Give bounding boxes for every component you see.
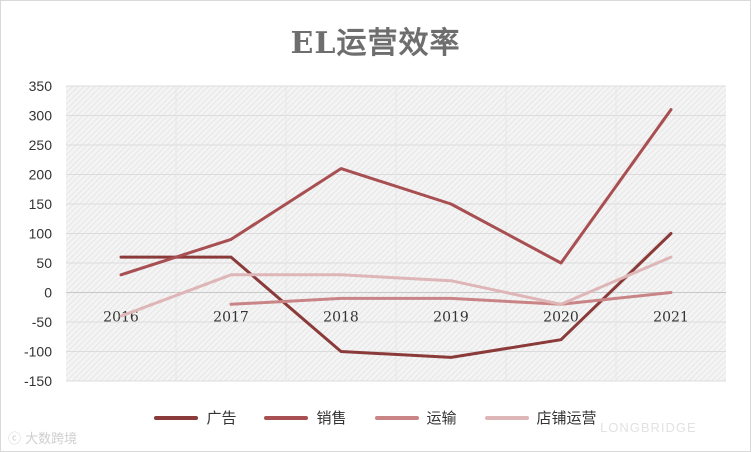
series-line-2 <box>119 108 673 277</box>
y-tick-label: 250 <box>29 137 53 153</box>
y-tick-label: -150 <box>24 373 52 389</box>
y-tick-label: 200 <box>29 167 53 183</box>
x-tick-label: 2021 <box>653 310 689 326</box>
y-tick-label: 50 <box>36 255 52 271</box>
watermark-logo-icon: ⓒ <box>8 432 22 447</box>
legend-label: 店铺运营 <box>536 409 597 427</box>
y-tick-label: 150 <box>29 196 53 212</box>
x-tick-label: 2019 <box>433 310 469 326</box>
y-tick-label: 350 <box>29 78 53 94</box>
series-lines <box>119 108 673 359</box>
legend-label: 销售 <box>316 409 347 427</box>
legend-label: 运输 <box>426 409 457 427</box>
y-axis-ticks: -150 -100 -50 0 50 100 150 200 250 300 350 <box>24 78 52 389</box>
legend-item-2: 销售 <box>264 407 347 428</box>
x-tick-label: 2020 <box>543 310 579 326</box>
legend-label: 广告 <box>206 409 237 427</box>
legend-swatch <box>264 415 309 420</box>
y-tick-label: 100 <box>29 226 53 242</box>
legend-swatch <box>374 415 419 420</box>
y-tick-label: -50 <box>32 314 52 330</box>
x-tick-label: 2018 <box>323 310 359 326</box>
gridlines <box>66 85 726 382</box>
series-line-4 <box>119 255 673 318</box>
legend: 广告 销售 运输 店铺运营 <box>0 407 751 428</box>
series-line-1 <box>119 232 673 359</box>
legend-item-4: 店铺运营 <box>484 407 597 428</box>
chart-title: EL运营效率 <box>290 26 461 61</box>
watermark-left: ⓒ 大数跨境 <box>8 428 77 447</box>
watermark-left-text: 大数跨境 <box>25 432 78 447</box>
legend-swatch <box>154 415 199 420</box>
y-tick-label: -100 <box>24 344 52 360</box>
x-tick-label: 2017 <box>213 310 249 326</box>
y-tick-label: 300 <box>29 108 53 124</box>
legend-swatch <box>484 415 529 420</box>
series-line-3 <box>229 291 673 306</box>
legend-item-3: 运输 <box>374 407 457 428</box>
y-tick-label: 0 <box>44 285 52 301</box>
legend-item-1: 广告 <box>154 407 236 428</box>
watermark-right: LONGBRIDGE <box>600 420 697 435</box>
